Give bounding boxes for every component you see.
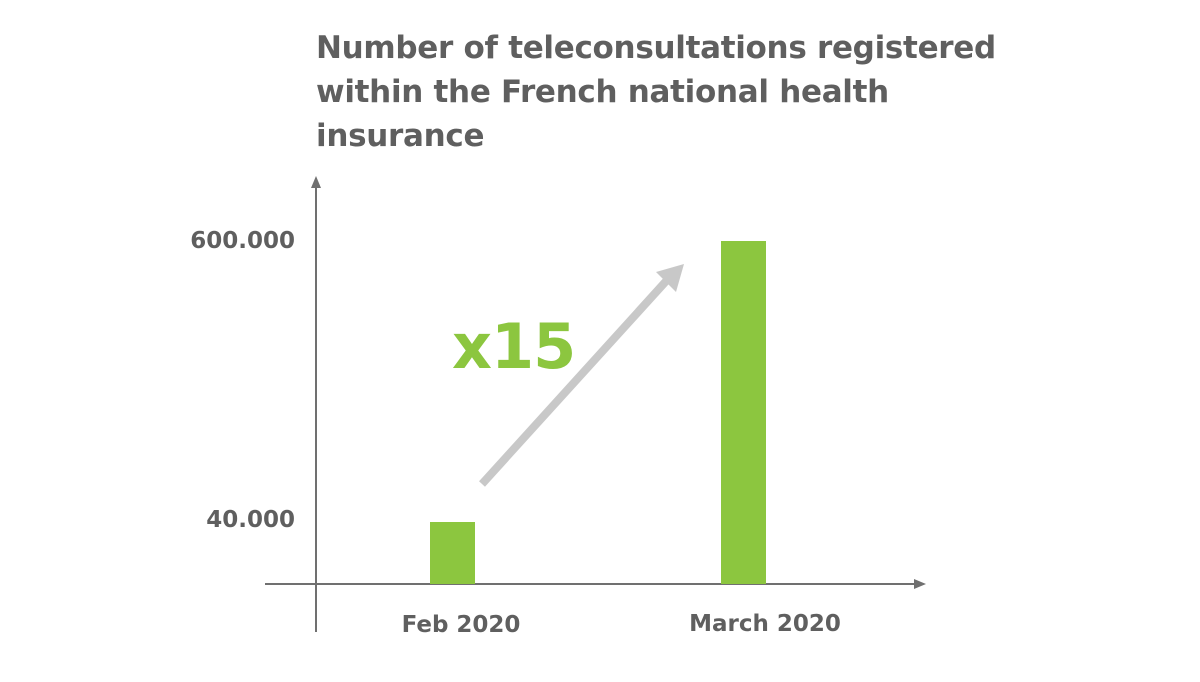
title-line: insurance [316,118,485,154]
x-tick-feb-2020: Feb 2020 [401,612,521,638]
bar-feb-2020 [430,522,475,584]
growth-arrow-icon [479,264,684,487]
bar-march-2020 [721,241,766,584]
title-line: Number of teleconsultations registered [316,30,996,66]
x-tick-march-2020: March 2020 [689,611,841,637]
chart-title: Number of teleconsultations registered w… [316,26,1056,158]
title-line: within the French national health [316,74,889,110]
y-tick-600000: 600.000 [190,228,295,254]
multiplier-annotation: x15 [452,310,576,383]
y-tick-40000: 40.000 [206,507,295,533]
